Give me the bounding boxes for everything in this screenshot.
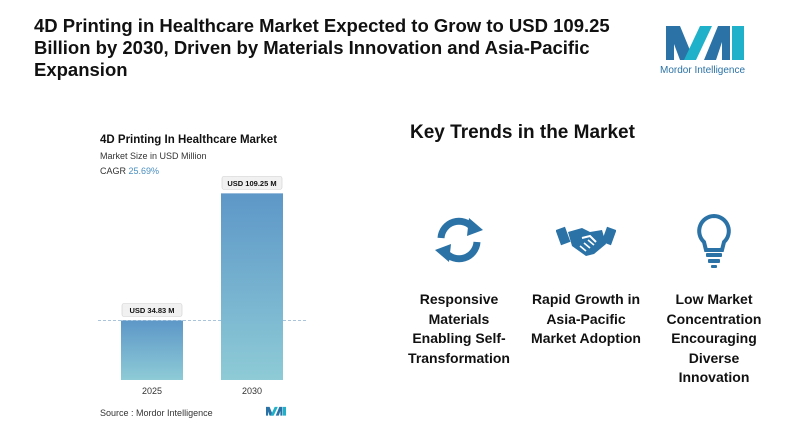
lightbulb-icon	[697, 213, 731, 268]
x-tick-label: 2030	[242, 386, 262, 396]
data-label: USD 109.25 M	[227, 179, 276, 188]
source-text: Mordor Intelligence	[136, 408, 213, 418]
bar-chart: USD 34.83 M 2025 USD 109.25 M 2030	[98, 176, 308, 396]
chart-cagr: CAGR 25.69%	[100, 166, 159, 176]
trend-label: Responsive Materials Enabling Self-Trans…	[408, 291, 510, 366]
mordor-logo-icon	[666, 26, 744, 60]
source-label: Source :	[100, 408, 134, 418]
page-headline: 4D Printing in Healthcare Market Expecte…	[34, 15, 610, 80]
trend-label: Rapid Growth in Asia-Pacific Market Adop…	[531, 291, 641, 346]
cagr-value: 25.69%	[128, 166, 160, 176]
data-label-box	[221, 176, 283, 190]
handshake-icon	[556, 226, 616, 256]
trend-item-asia-pacific-growth: Rapid Growth in Asia-Pacific Market Adop…	[524, 210, 648, 349]
trend-label: Low Market Concentration Encouraging Div…	[666, 291, 762, 385]
refresh-arrows-icon	[435, 217, 483, 263]
data-label: USD 34.83 M	[129, 306, 174, 315]
chart-subtitle: Market Size in USD Million	[100, 151, 207, 161]
data-label-box	[121, 303, 183, 317]
trend-item-responsive-materials: Responsive Materials Enabling Self-Trans…	[400, 210, 518, 368]
brand-name: Mordor Intelligence	[660, 65, 746, 76]
trends-title: Key Trends in the Market	[410, 122, 635, 143]
chart-source: Source : Mordor Intelligence	[100, 408, 213, 418]
trend-item-low-concentration: Low Market Concentration Encouraging Div…	[652, 210, 776, 388]
chart-title: 4D Printing In Healthcare Market	[100, 134, 278, 146]
cagr-label: CAGR	[100, 166, 127, 176]
bar-2025	[121, 320, 183, 380]
bar-2030	[221, 193, 283, 380]
brand-logo: Mordor Intelligence	[660, 24, 752, 80]
source-logo-icon	[266, 406, 286, 416]
x-tick-label: 2025	[142, 386, 162, 396]
